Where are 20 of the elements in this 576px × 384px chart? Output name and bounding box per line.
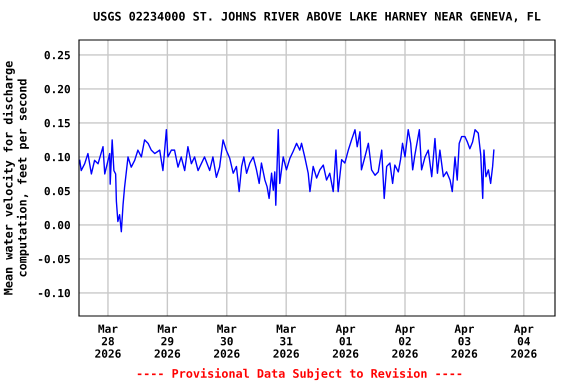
y-tick-label: 0.20 — [44, 84, 70, 94]
y-tick-label: 0.15 — [44, 118, 70, 128]
y-tick-label: 0.00 — [44, 220, 70, 230]
y-tick-label: 0.10 — [44, 152, 70, 162]
x-tick-label: Mar 28 2026 — [95, 324, 121, 358]
x-tick-label: Apr 03 2026 — [452, 324, 478, 358]
x-tick-label: Apr 04 2026 — [511, 324, 537, 358]
y-tick-label: 0.05 — [44, 186, 70, 196]
y-axis-title: Mean water velocity for discharge computation, feet per second — [2, 61, 29, 295]
x-tick-label: Apr 02 2026 — [392, 324, 418, 358]
x-tick-label: Mar 30 2026 — [214, 324, 240, 358]
x-tick-label: Mar 31 2026 — [273, 324, 299, 358]
line-series — [79, 129, 495, 232]
x-tick-label: Mar 29 2026 — [154, 324, 180, 358]
x-tick-label: Apr 01 2026 — [332, 324, 358, 358]
y-tick-label: 0.25 — [44, 50, 70, 60]
text: ---- Provisional Data Subject to Revision ---- — [138, 368, 462, 380]
y-tick-label: -0.05 — [38, 254, 70, 264]
chart-title: USGS 02234000 ST. JOHNS RIVER ABOVE LAKE HARNEY NEAR GENEVA, FL — [94, 12, 540, 22]
y-tick-label: -0.10 — [38, 288, 70, 298]
